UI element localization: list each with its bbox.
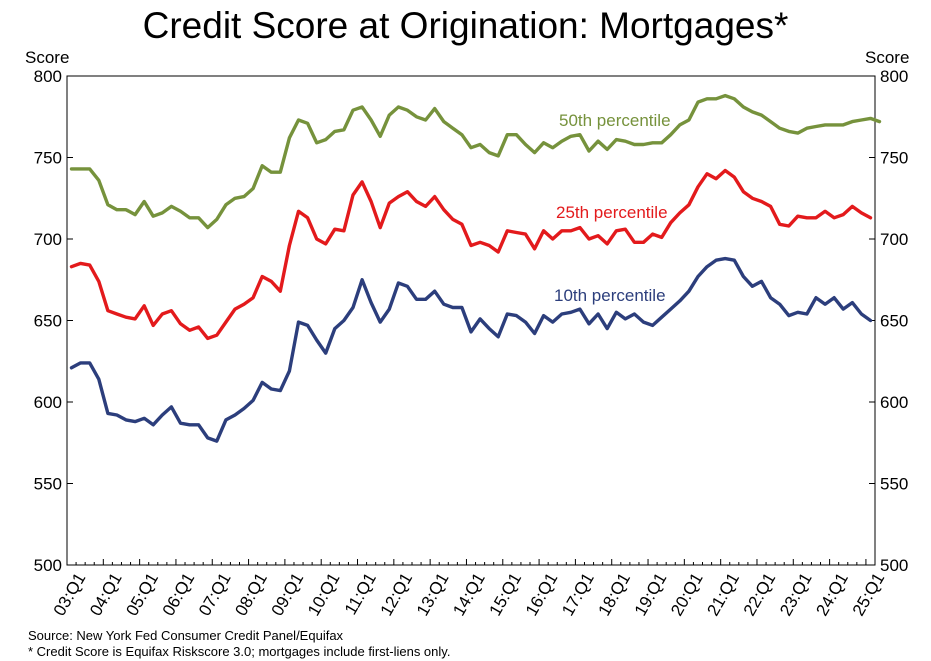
left-y-tick-label: 750 bbox=[34, 149, 62, 168]
series-line-10th bbox=[69, 256, 873, 443]
left-y-tick-label: 550 bbox=[34, 475, 62, 494]
series-label-25th: 25th percentile bbox=[556, 203, 668, 222]
x-tick-label: 12:Q1 bbox=[377, 570, 417, 620]
right-y-tick-label: 800 bbox=[880, 67, 908, 86]
right-y-tick-label: 700 bbox=[880, 230, 908, 249]
x-axis: 03:Q104:Q105:Q106:Q107:Q108:Q109:Q110:Q1… bbox=[50, 559, 889, 620]
x-tick-label: 04:Q1 bbox=[86, 570, 126, 620]
x-tick-label: 23:Q1 bbox=[776, 570, 816, 620]
series-lines bbox=[69, 93, 882, 443]
left-y-tick-label: 500 bbox=[34, 556, 62, 575]
footnote: * Credit Score is Equifax Riskscore 3.0;… bbox=[28, 644, 451, 659]
left-y-axis: 500 550 600 650 700 750 800 bbox=[34, 67, 73, 575]
series-line-50th bbox=[69, 93, 882, 230]
left-y-tick-label: 700 bbox=[34, 230, 62, 249]
x-tick-label: 03:Q1 bbox=[50, 570, 90, 620]
x-tick-label: 08:Q1 bbox=[231, 570, 271, 620]
left-y-tick-label: 800 bbox=[34, 67, 62, 86]
x-tick-label: 19:Q1 bbox=[631, 570, 671, 620]
right-y-tick-label: 600 bbox=[880, 393, 908, 412]
right-y-tick-label: 550 bbox=[880, 475, 908, 494]
chart-title: Credit Score at Origination: Mortgages* bbox=[142, 5, 789, 46]
left-axis-title: Score bbox=[25, 48, 69, 67]
x-tick-label: 25:Q1 bbox=[849, 570, 889, 620]
x-tick-label: 05:Q1 bbox=[122, 570, 162, 620]
left-y-tick-label: 600 bbox=[34, 393, 62, 412]
x-tick-label: 06:Q1 bbox=[159, 570, 199, 620]
x-tick-label: 14:Q1 bbox=[449, 570, 489, 620]
x-tick-label: 07:Q1 bbox=[195, 570, 235, 620]
x-tick-label: 16:Q1 bbox=[522, 570, 562, 620]
x-tick-label: 15:Q1 bbox=[486, 570, 526, 620]
right-y-tick-label: 500 bbox=[880, 556, 908, 575]
x-tick-label: 13:Q1 bbox=[413, 570, 453, 620]
right-y-tick-label: 650 bbox=[880, 312, 908, 331]
series-line-25th bbox=[69, 168, 873, 341]
right-axis-title: Score bbox=[865, 48, 909, 67]
right-y-axis: 500 550 600 650 700 750 800 bbox=[869, 67, 908, 575]
series-label-10th: 10th percentile bbox=[554, 286, 666, 305]
left-y-tick-label: 650 bbox=[34, 312, 62, 331]
x-tick-label: 17:Q1 bbox=[558, 570, 598, 620]
series-label-50th: 50th percentile bbox=[559, 111, 671, 130]
x-tick-label: 10:Q1 bbox=[304, 570, 344, 620]
x-tick-label: 09:Q1 bbox=[268, 570, 308, 620]
x-tick-label: 18:Q1 bbox=[595, 570, 635, 620]
x-tick-label: 21:Q1 bbox=[703, 570, 743, 620]
x-tick-label: 22:Q1 bbox=[740, 570, 780, 620]
x-tick-label: 11:Q1 bbox=[341, 570, 380, 619]
right-y-tick-label: 750 bbox=[880, 149, 908, 168]
x-tick-label: 20:Q1 bbox=[667, 570, 707, 620]
x-tick-label: 24:Q1 bbox=[812, 570, 852, 620]
source-note: Source: New York Fed Consumer Credit Pan… bbox=[28, 628, 344, 643]
